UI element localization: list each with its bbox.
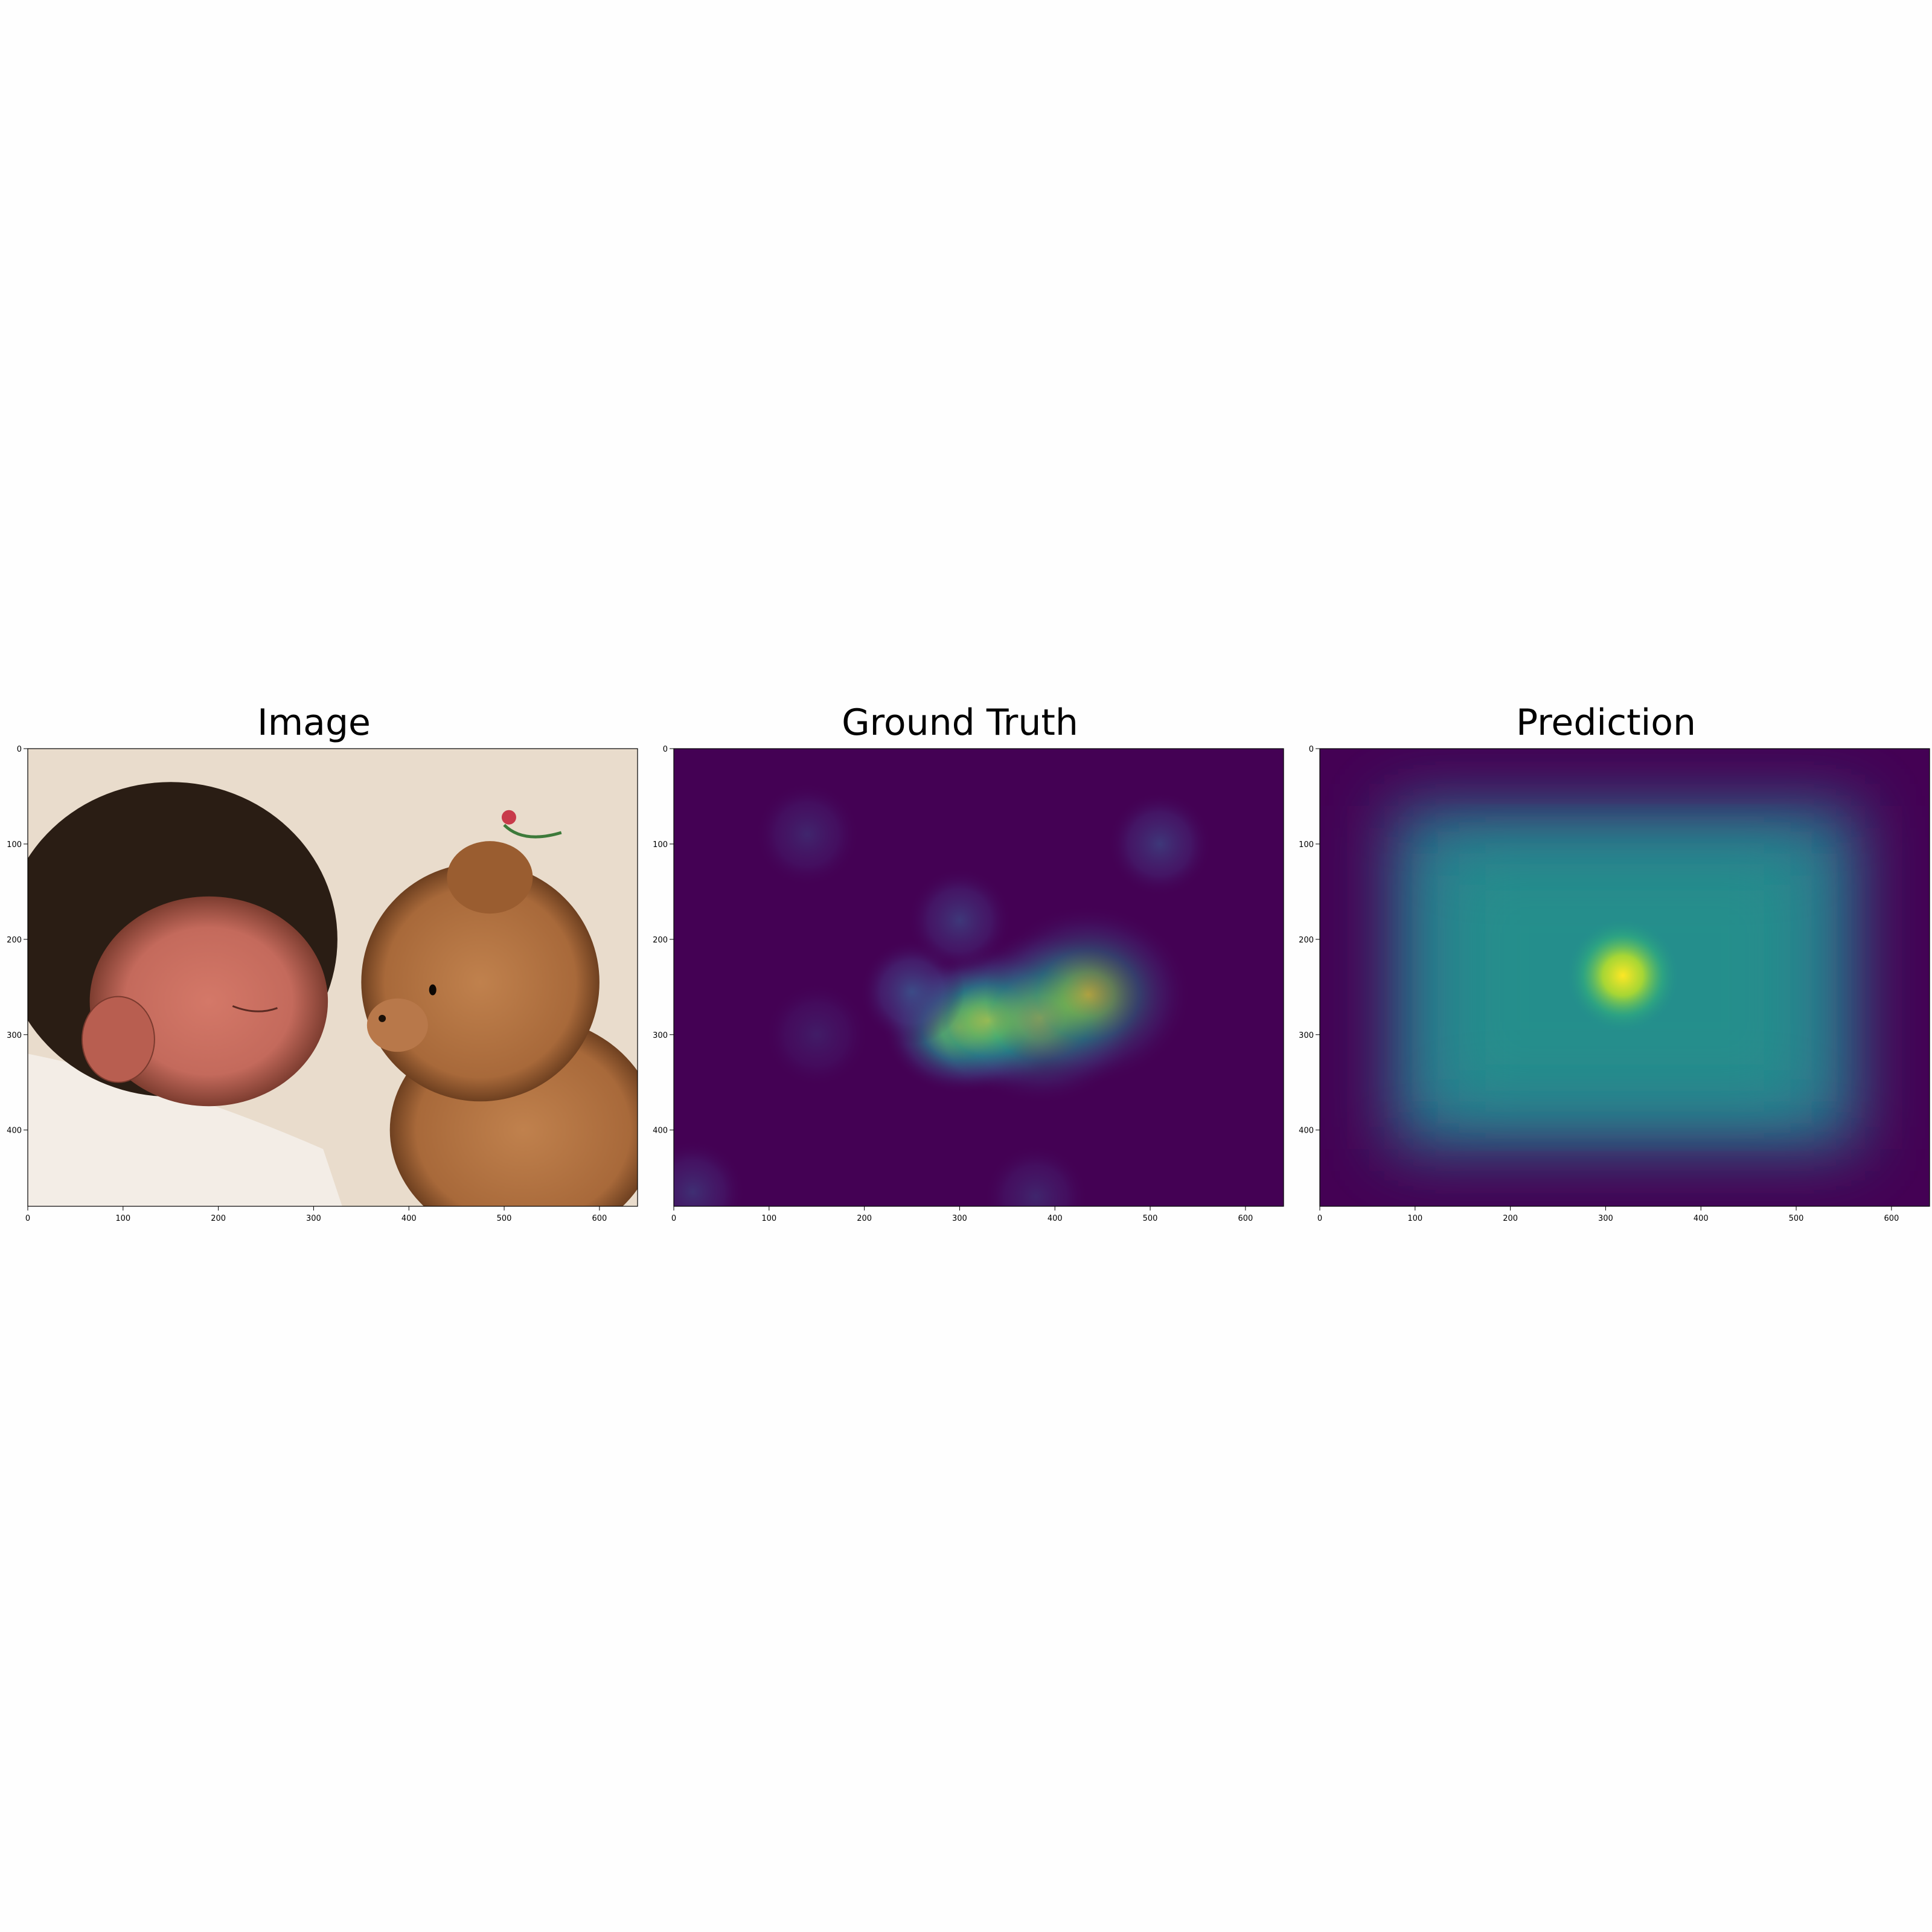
x-tick-label: 0 [671, 1214, 676, 1223]
x-tick-label: 500 [1143, 1214, 1158, 1223]
heatmap-hotspot [764, 982, 869, 1087]
x-tick-label: 100 [1407, 1214, 1422, 1223]
y-tick-label: 0 [1309, 745, 1314, 754]
y-tick-label: 100 [7, 840, 22, 849]
x-tick-label: 100 [115, 1214, 130, 1223]
ground-truth-axes: 0 100 200 300 400 500 600 0 100 200 300 400 [646, 700, 1274, 1244]
x-tick-label: 400 [401, 1214, 417, 1223]
x-tick-label: 200 [1503, 1214, 1518, 1223]
y-tick-label: 0 [663, 745, 668, 754]
bear-snout [367, 999, 428, 1052]
y-tick-label: 200 [1299, 936, 1314, 945]
photo [4, 749, 657, 1244]
y-tick-label: 0 [17, 745, 22, 754]
x-tick-label: 400 [1694, 1214, 1709, 1223]
bear-eye [429, 985, 437, 996]
heatmap [1320, 749, 1930, 1206]
y-tick-label: 300 [7, 1031, 22, 1040]
x-tick-label: 100 [761, 1214, 776, 1223]
x-tick-label: 500 [1789, 1214, 1804, 1223]
x-tick-label: 200 [857, 1214, 872, 1223]
heatmap-peak [1566, 918, 1680, 1033]
baby-ear [82, 997, 155, 1083]
x-tick-label: 500 [497, 1214, 512, 1223]
x-tick-label: 300 [1598, 1214, 1613, 1223]
x-tick-label: 600 [592, 1214, 607, 1223]
image-panel: Image 0 100 200 300 400 500 600 0 100 200 300 400 [0, 700, 628, 1244]
bear-nose [379, 1015, 386, 1022]
x-tick-label: 300 [306, 1214, 321, 1223]
bear-ear [447, 841, 533, 913]
y-tick-label: 100 [1299, 840, 1314, 849]
x-tick-label: 600 [1884, 1214, 1899, 1223]
heatmap-hotspot [907, 868, 1012, 973]
y-tick-label: 100 [653, 840, 668, 849]
prediction-panel: Prediction 0 100 200 300 400 500 600 0 100 200 300… [1292, 700, 1920, 1244]
y-tick-label: 300 [653, 1031, 668, 1040]
heatmap-hotspot [985, 905, 1191, 1084]
x-tick-label: 400 [1048, 1214, 1063, 1223]
x-tick-label: 600 [1238, 1214, 1253, 1223]
y-tick-label: 400 [1299, 1127, 1314, 1136]
ground-truth-panel: Ground Truth 0 100 200 300 400 500 600 0 100 200 3… [646, 700, 1274, 1244]
y-tick-label: 200 [7, 936, 22, 945]
x-tick-label: 200 [211, 1214, 226, 1223]
heatmap-hotspot [1107, 792, 1212, 897]
y-tick-label: 200 [653, 936, 668, 945]
heatmap-hotspot [984, 1144, 1089, 1249]
image-axes: 0 100 200 300 400 500 600 0 100 200 300 400 [0, 700, 628, 1244]
prediction-axes: 0 100 200 300 400 500 600 0 100 200 300 400 [1292, 700, 1920, 1244]
heatmap-hotspot [755, 782, 860, 887]
y-tick-label: 400 [653, 1127, 668, 1136]
x-tick-label: 0 [25, 1214, 30, 1223]
x-tick-label: 0 [1317, 1214, 1322, 1223]
heatmap-hotspot [641, 1139, 746, 1244]
embroidery-flower [502, 810, 516, 825]
y-tick-label: 300 [1299, 1031, 1314, 1040]
y-tick-label: 400 [7, 1127, 22, 1136]
heatmap [641, 749, 1284, 1249]
x-tick-label: 300 [952, 1214, 967, 1223]
